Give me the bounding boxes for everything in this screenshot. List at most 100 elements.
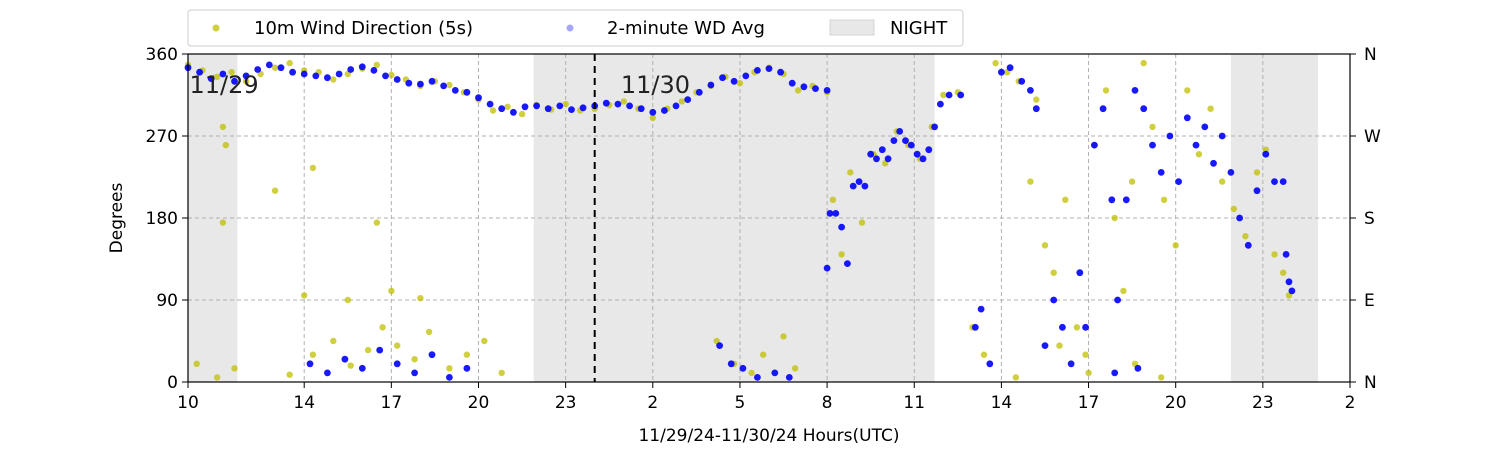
day-labels: 11/29 11/30 xyxy=(189,71,690,99)
point-s0-99 xyxy=(1073,324,1081,331)
point-s0-62 xyxy=(344,296,351,304)
point-s1-129 xyxy=(1262,150,1270,158)
point-s1-83 xyxy=(884,155,892,163)
point-s0-66 xyxy=(222,141,229,149)
x-tick-label-0: 10 xyxy=(177,393,199,413)
x-tick-label-12: 23 xyxy=(1252,393,1274,413)
point-s1-26 xyxy=(486,100,494,108)
x-tick-label-11: 20 xyxy=(1165,393,1187,413)
point-s0-110 xyxy=(1184,87,1191,94)
point-s1-130 xyxy=(1271,178,1278,186)
y-tick-label-1: 90 xyxy=(156,291,178,311)
x-tick-label-1: 14 xyxy=(293,393,315,413)
point-s1-49 xyxy=(754,67,761,74)
point-s1-108 xyxy=(1082,323,1089,331)
point-s0-67 xyxy=(271,187,279,194)
point-s0-73 xyxy=(748,369,755,377)
point-s1-39 xyxy=(637,105,645,113)
point-s0-60 xyxy=(498,369,505,377)
point-s1-46 xyxy=(719,74,726,82)
point-s0-97 xyxy=(1050,269,1057,276)
point-s1-107 xyxy=(1076,269,1084,277)
point-s0-108 xyxy=(1160,196,1168,203)
point-s0-78 xyxy=(838,251,845,258)
point-s0-2 xyxy=(213,73,221,81)
point-s0-34 xyxy=(678,98,685,105)
point-s1-120 xyxy=(1183,114,1191,122)
point-s0-114 xyxy=(1230,205,1238,213)
point-s1-64 xyxy=(446,374,453,381)
point-s0-47 xyxy=(231,365,238,372)
point-s1-114 xyxy=(1131,87,1139,94)
point-s0-6 xyxy=(271,64,279,71)
point-s0-107 xyxy=(1149,123,1156,131)
point-s1-17 xyxy=(382,72,389,80)
point-s1-105 xyxy=(1059,323,1066,331)
point-s1-63 xyxy=(428,351,436,359)
point-s1-48 xyxy=(742,72,750,80)
y-tick-label-0: 0 xyxy=(167,373,178,393)
point-s1-1 xyxy=(196,68,204,76)
point-s1-37 xyxy=(614,100,622,108)
point-s1-27 xyxy=(498,105,506,113)
legend-label-2: NIGHT xyxy=(890,18,948,39)
point-s1-110 xyxy=(1099,105,1107,113)
point-s1-106 xyxy=(1067,360,1075,368)
point-s0-21 xyxy=(489,107,497,114)
point-s0-61 xyxy=(301,292,308,299)
point-s0-90 xyxy=(980,351,988,358)
point-s0-109 xyxy=(1172,242,1179,249)
point-s1-100 xyxy=(1018,77,1026,85)
point-s1-98 xyxy=(998,68,1005,76)
point-s0-96 xyxy=(1041,242,1049,249)
day-label-1: 11/30 xyxy=(621,71,690,99)
point-s1-16 xyxy=(370,67,378,74)
point-s1-66 xyxy=(716,342,723,349)
point-s1-43 xyxy=(684,96,692,103)
point-s1-22 xyxy=(440,82,447,90)
point-s1-44 xyxy=(695,88,703,96)
point-s1-125 xyxy=(1227,169,1235,176)
x-tick-label-5: 2 xyxy=(647,393,658,413)
point-s1-36 xyxy=(602,99,610,107)
point-s0-4 xyxy=(242,78,250,85)
point-s0-94 xyxy=(1027,178,1034,185)
point-s1-13 xyxy=(335,70,343,78)
y-tick-label-4: 360 xyxy=(146,45,178,65)
point-s1-101 xyxy=(1027,87,1034,94)
point-s1-67 xyxy=(727,360,735,368)
point-s0-13 xyxy=(373,61,380,69)
y-axis-left: 0 90 180 270 360 xyxy=(146,45,188,393)
point-s1-19 xyxy=(405,79,413,87)
point-s1-6 xyxy=(254,66,262,73)
point-s1-127 xyxy=(1244,241,1252,249)
point-s1-103 xyxy=(1041,342,1049,349)
point-s1-12 xyxy=(324,74,331,82)
point-s1-113 xyxy=(1122,196,1130,204)
point-s1-24 xyxy=(463,88,471,96)
point-s1-81 xyxy=(873,155,880,163)
x-axis: 10 14 17 20 23 2 5 8 11 14 17 20 23 2 xyxy=(177,382,1355,413)
point-s1-128 xyxy=(1253,187,1261,195)
point-s1-28 xyxy=(510,108,517,116)
point-s0-7 xyxy=(286,59,293,67)
point-s1-14 xyxy=(347,66,355,73)
point-s1-21 xyxy=(428,77,436,85)
point-s0-54 xyxy=(394,342,401,349)
point-s1-18 xyxy=(393,76,401,83)
point-s0-26 xyxy=(562,100,569,108)
point-s0-14 xyxy=(388,71,395,79)
point-s1-34 xyxy=(579,104,587,112)
point-s0-69 xyxy=(219,219,227,226)
point-s1-118 xyxy=(1166,132,1174,140)
x-tick-label-9: 14 xyxy=(991,393,1013,413)
point-s1-20 xyxy=(417,80,424,88)
point-s1-122 xyxy=(1201,123,1209,131)
point-s1-47 xyxy=(730,77,738,85)
point-s0-121 xyxy=(1012,374,1020,381)
point-s1-70 xyxy=(771,369,779,377)
point-s1-58 xyxy=(341,355,349,363)
point-s0-63 xyxy=(388,287,395,295)
point-s1-57 xyxy=(324,369,331,377)
